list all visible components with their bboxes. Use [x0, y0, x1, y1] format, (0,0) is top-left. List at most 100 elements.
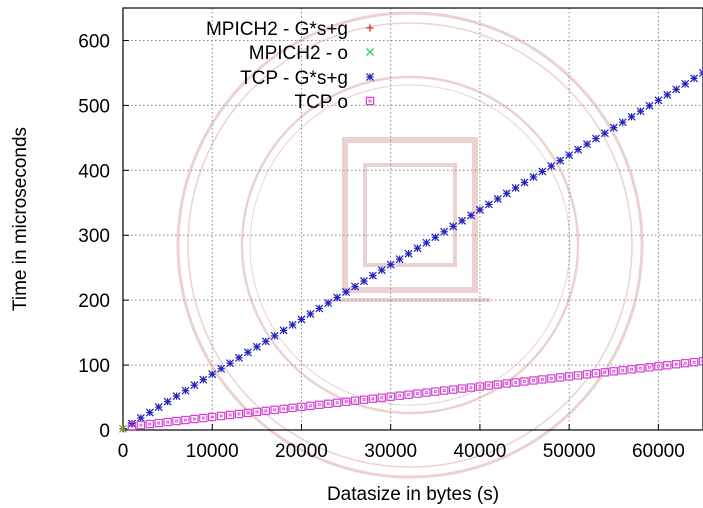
y-tick-label: 500	[78, 96, 110, 117]
legend-label: MPICH2 - o	[249, 43, 348, 64]
x-axis-title: Datasize in bytes (s)	[327, 484, 499, 505]
data-point	[395, 255, 404, 264]
data-point	[350, 282, 360, 291]
data-point	[386, 260, 395, 269]
data-point	[350, 396, 360, 405]
data-point	[600, 368, 610, 377]
data-point	[582, 140, 592, 149]
data-point	[342, 288, 351, 297]
data-point	[618, 366, 627, 375]
data-point	[672, 85, 681, 94]
data-point	[654, 96, 663, 105]
data-point	[243, 408, 253, 418]
x-tick-label: 60000	[632, 441, 685, 462]
data-point	[208, 370, 217, 379]
legend-label: TCP - G*s+g	[240, 68, 348, 89]
data-point	[511, 378, 520, 387]
x-tick-label: 50000	[543, 441, 596, 462]
data-point	[377, 266, 386, 275]
legend: MPICH2 - G*s+g MPICH2 - o TCP - G*s+g TCP o	[206, 19, 375, 113]
data-point	[252, 407, 262, 417]
x-tick-label: 40000	[454, 441, 507, 462]
data-point	[333, 293, 342, 302]
legend-marker	[365, 72, 375, 82]
y-tick-label: 400	[78, 161, 110, 182]
x-tick-label: 20000	[275, 441, 328, 462]
data-point	[627, 112, 636, 121]
data-point	[332, 398, 342, 407]
data-point	[574, 145, 583, 154]
data-point	[440, 227, 449, 236]
data-point	[288, 320, 297, 329]
data-point	[243, 348, 252, 357]
data-point	[234, 409, 244, 419]
data-point	[645, 101, 654, 110]
data-point	[118, 424, 128, 433]
data-point	[359, 277, 368, 286]
data-point	[538, 375, 547, 384]
data-point	[475, 205, 484, 214]
y-tick-label: 0	[99, 421, 110, 442]
data-point	[466, 383, 476, 392]
data-point	[502, 189, 511, 198]
data-point	[609, 367, 618, 376]
grid-lines	[123, 8, 703, 430]
data-point	[413, 244, 422, 253]
data-point	[573, 371, 583, 380]
data-point	[404, 390, 413, 399]
data-point	[172, 392, 181, 401]
data-point	[582, 370, 592, 379]
y-tick-label: 600	[78, 31, 110, 52]
data-series	[118, 68, 703, 433]
data-point	[252, 342, 261, 351]
data-point	[279, 404, 288, 414]
data-point	[681, 79, 690, 88]
data-point	[458, 216, 467, 225]
data-point	[154, 403, 163, 412]
data-point	[493, 194, 502, 203]
data-point	[288, 403, 297, 413]
series-1	[118, 424, 128, 433]
data-point	[199, 413, 208, 423]
data-point	[261, 406, 270, 416]
y-tick-label: 200	[78, 291, 110, 312]
data-point	[645, 363, 654, 372]
legend-marker	[366, 24, 374, 32]
data-point	[270, 405, 279, 415]
data-point	[190, 414, 199, 424]
data-point	[368, 394, 378, 403]
data-point	[609, 123, 618, 132]
data-point	[502, 379, 511, 388]
data-point	[154, 418, 163, 428]
data-point	[181, 386, 190, 395]
data-point	[457, 384, 467, 393]
data-point	[279, 326, 288, 335]
data-point	[538, 167, 547, 176]
data-point	[127, 419, 136, 428]
data-point	[226, 359, 235, 368]
data-point	[145, 408, 154, 417]
legend-marker	[365, 47, 375, 57]
data-point	[475, 382, 485, 391]
data-point	[493, 380, 502, 389]
x-tick-label: 10000	[186, 441, 239, 462]
y-tick-label: 300	[78, 226, 110, 247]
data-point	[591, 369, 601, 378]
data-point	[448, 385, 458, 394]
data-point	[663, 90, 672, 99]
data-point	[199, 375, 208, 384]
data-point	[404, 249, 413, 258]
series-3	[127, 356, 703, 431]
data-point	[618, 118, 627, 127]
data-point	[297, 315, 306, 324]
data-point	[136, 414, 145, 423]
data-point	[440, 386, 449, 395]
data-point	[341, 397, 351, 406]
data-point	[315, 304, 324, 313]
data-point	[565, 151, 574, 160]
data-point	[422, 238, 431, 247]
data-point	[663, 361, 672, 370]
y-tick-label: 100	[78, 356, 110, 377]
data-point	[672, 360, 681, 369]
